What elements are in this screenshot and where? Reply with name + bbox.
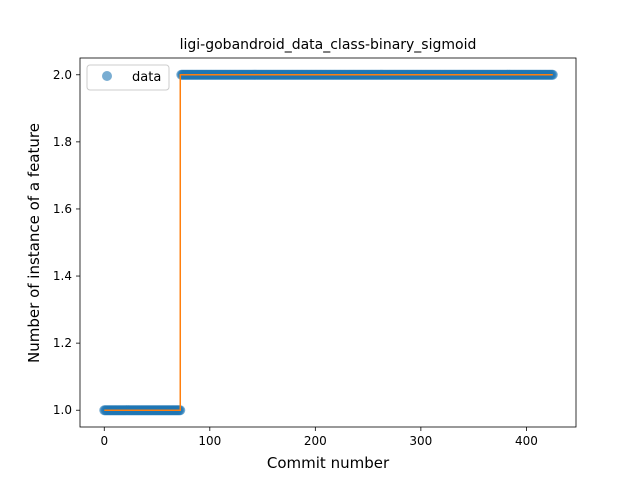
plot-frame [79,57,577,428]
x-tick-label: 400 [515,434,538,448]
fit-line-path [104,74,553,411]
y-tick-label: 1.2 [53,336,72,350]
legend: data [86,64,170,91]
y-axis-label: Number of instance of a feature [25,123,43,363]
x-tick-label: 100 [198,434,221,448]
y-tick-label: 1.6 [53,202,72,216]
legend-marker [102,71,112,81]
y-tick-label: 1.0 [53,403,72,417]
fit-line [104,74,553,411]
y-axis: 1.0 1.2 1.4 1.6 1.8 2.0 [53,68,80,417]
x-tick-label: 300 [409,434,432,448]
x-tick-label: 200 [304,434,327,448]
x-axis-label: Commit number [267,454,390,472]
chart-title: ligi-gobandroid_data_class-binary_sigmoi… [180,37,477,53]
y-tick-label: 1.8 [53,135,72,149]
y-tick-label: 1.4 [53,269,72,283]
x-tick-label: 0 [100,434,108,448]
y-tick-label: 2.0 [53,68,72,82]
x-axis: 0 100 200 300 400 [100,427,538,448]
legend-label-data: data [132,70,161,85]
